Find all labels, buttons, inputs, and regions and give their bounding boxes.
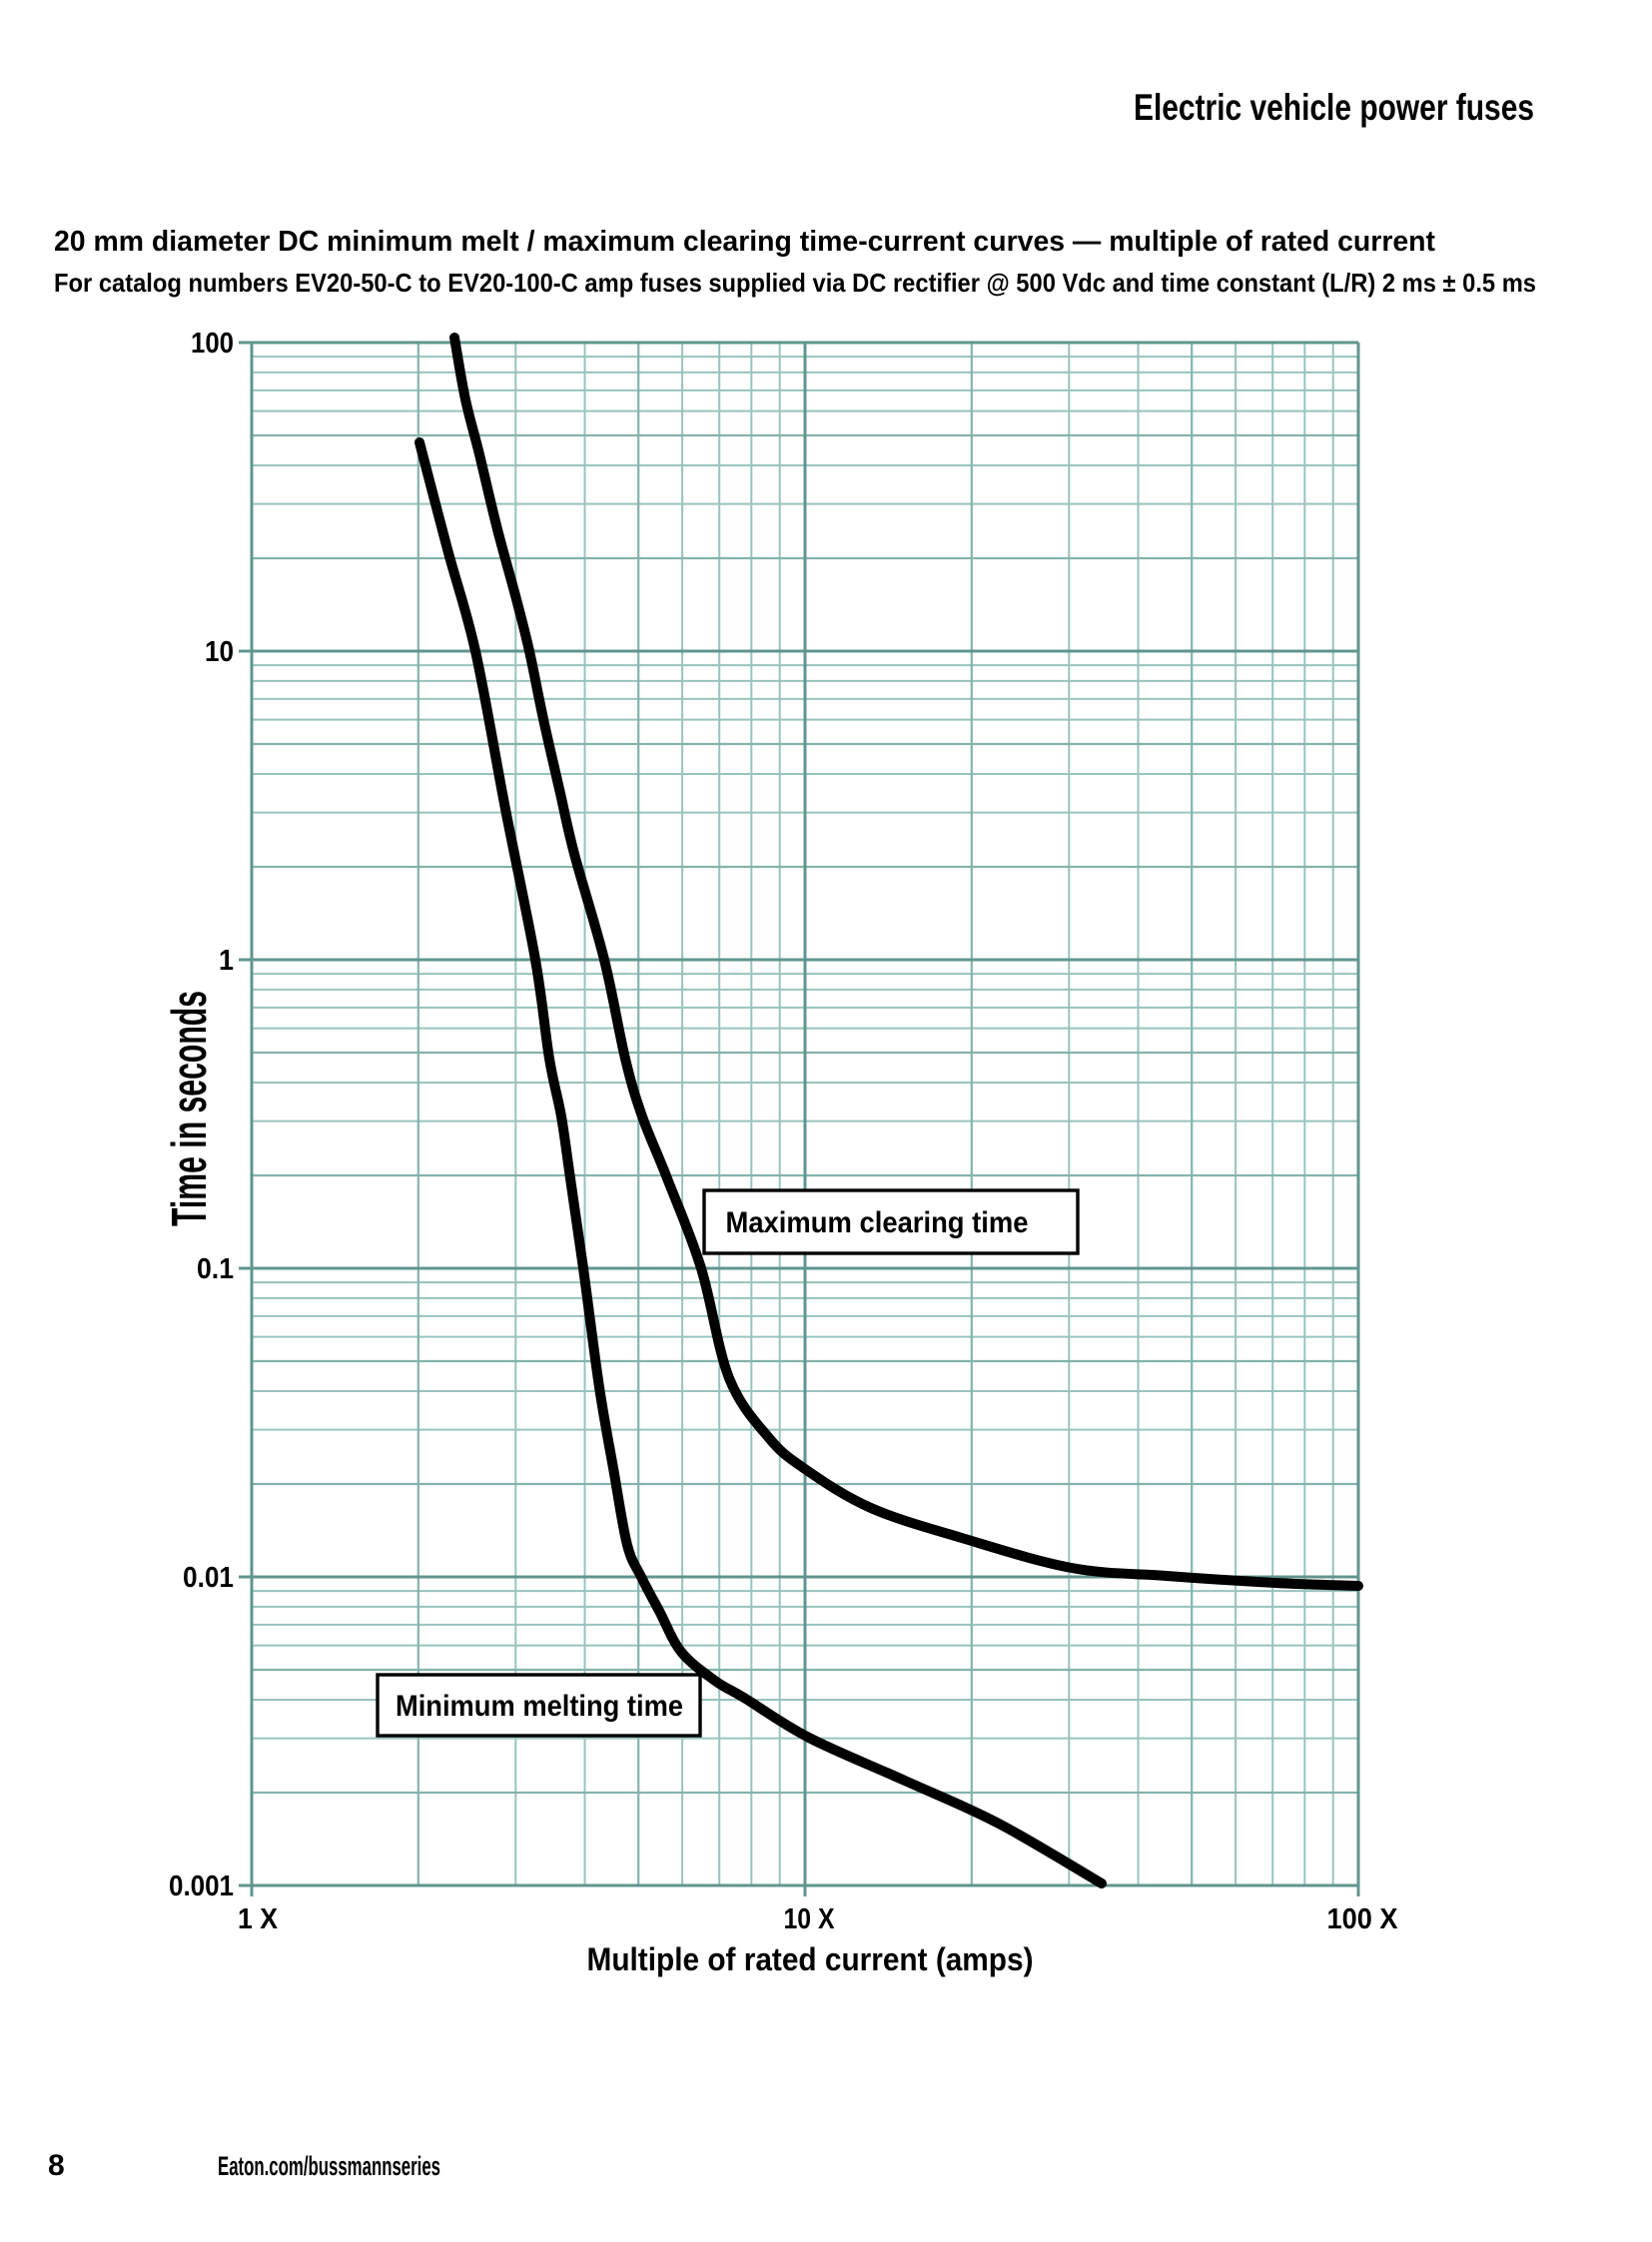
svg-text:Eaton.com/bussmannseries: Eaton.com/bussmannseries <box>218 2151 440 2181</box>
svg-text:Electric vehicle power fuses: Electric vehicle power fuses <box>1134 87 1534 128</box>
svg-text:1: 1 <box>219 945 234 977</box>
svg-text:Time in seconds: Time in seconds <box>163 991 217 1226</box>
svg-text:8: 8 <box>48 2149 65 2182</box>
svg-text:Minimum melting time: Minimum melting time <box>396 1690 683 1723</box>
svg-text:0.01: 0.01 <box>183 1562 234 1594</box>
svg-text:100: 100 <box>191 328 234 360</box>
svg-text:20 mm diameter DC minimum melt: 20 mm diameter DC minimum melt / maximum… <box>54 226 1435 258</box>
svg-text:Multiple of rated current (amp: Multiple of rated current (amps) <box>587 1941 1034 1977</box>
svg-text:10: 10 <box>205 636 234 668</box>
svg-text:10 X: 10 X <box>784 1903 836 1935</box>
svg-text:Maximum clearing time: Maximum clearing time <box>726 1206 1029 1239</box>
svg-text:0.001: 0.001 <box>169 1870 234 1902</box>
svg-text:For catalog numbers EV20-50-C: For catalog numbers EV20-50-C to EV20-10… <box>54 268 1536 298</box>
svg-text:1 X: 1 X <box>238 1903 279 1935</box>
svg-text:100 X: 100 X <box>1327 1903 1399 1935</box>
svg-text:0.1: 0.1 <box>197 1253 234 1285</box>
